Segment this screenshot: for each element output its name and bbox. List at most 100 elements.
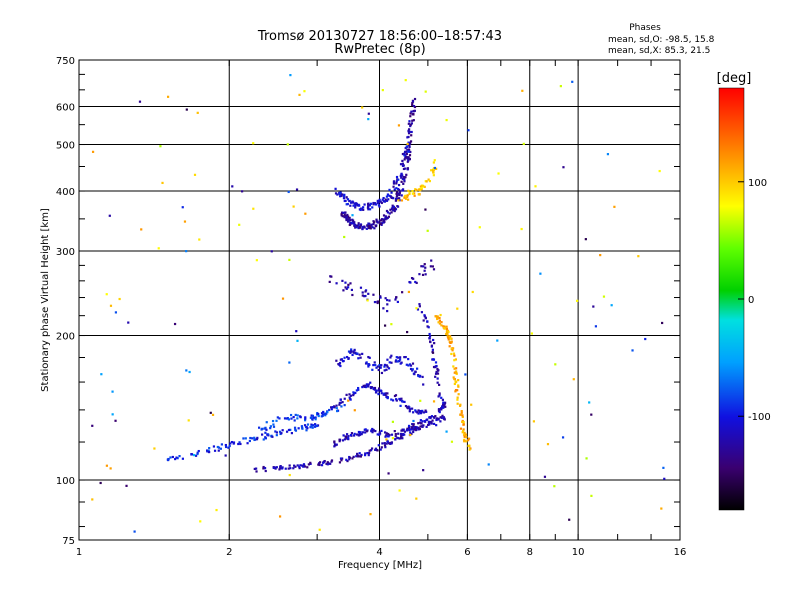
echo-point	[376, 301, 379, 305]
echo-point	[264, 437, 267, 440]
echo-point	[386, 211, 390, 214]
echo-point	[352, 393, 355, 397]
echo-point	[397, 192, 401, 195]
echo-point	[288, 473, 291, 477]
echo-point	[354, 202, 358, 205]
echo-point	[346, 198, 350, 201]
echo-point	[399, 362, 402, 365]
echo-point	[400, 176, 403, 179]
echo-point	[403, 196, 406, 199]
echo-point	[385, 364, 388, 367]
echo-point	[438, 383, 441, 386]
echo-point	[530, 332, 533, 335]
echo-point	[395, 192, 398, 195]
echo-point	[436, 367, 439, 371]
echo-point	[394, 197, 398, 200]
echo-point	[251, 437, 254, 440]
echo-point	[442, 401, 445, 404]
echo-point	[407, 424, 411, 428]
echo-point	[341, 215, 344, 218]
echo-point	[395, 398, 398, 401]
echo-point	[185, 369, 188, 372]
echo-point	[407, 156, 410, 159]
echo-point	[445, 330, 449, 333]
echo-point	[455, 370, 458, 373]
echo-point	[187, 419, 190, 422]
echo-point	[361, 106, 364, 109]
echo-point	[379, 366, 382, 369]
echo-point	[418, 427, 421, 431]
echo-point	[382, 200, 385, 203]
echo-point	[322, 461, 325, 464]
echo-point	[410, 110, 413, 113]
echo-point	[381, 222, 384, 225]
echo-point	[274, 430, 277, 433]
echo-point	[584, 238, 587, 241]
echo-point	[412, 411, 415, 414]
echo-point	[353, 221, 356, 224]
echo-point	[288, 258, 291, 262]
echo-point	[297, 427, 300, 430]
echo-point	[265, 421, 268, 424]
echo-point	[412, 113, 415, 116]
echo-point	[171, 455, 174, 459]
echo-point	[363, 225, 366, 228]
echo-point	[311, 424, 315, 427]
echo-point	[406, 157, 409, 160]
echo-point	[431, 265, 434, 268]
echo-point	[437, 395, 440, 398]
stats-heading: Phases	[629, 23, 661, 33]
echo-point	[417, 428, 420, 431]
echo-point	[304, 416, 307, 419]
echo-point	[371, 427, 374, 431]
echo-point	[91, 150, 95, 153]
echo-point	[303, 465, 307, 468]
echo-point	[355, 224, 358, 227]
echo-point	[395, 195, 398, 198]
echo-point	[314, 416, 317, 419]
echo-point	[212, 445, 216, 448]
echo-point	[368, 226, 372, 230]
echo-point	[369, 381, 372, 384]
echo-point	[396, 191, 399, 194]
echo-point	[345, 216, 348, 220]
echo-point	[406, 194, 409, 197]
echo-point	[585, 457, 588, 460]
echo-point	[414, 370, 417, 373]
echo-point	[274, 467, 277, 470]
echo-point	[379, 219, 382, 222]
echo-point	[379, 296, 382, 299]
echo-point	[348, 396, 351, 399]
echo-point	[407, 198, 410, 201]
echo-point	[238, 441, 241, 444]
echo-point	[440, 407, 443, 410]
echo-point	[403, 152, 406, 155]
echo-point	[374, 224, 377, 227]
echo-point	[407, 426, 411, 429]
echo-point	[390, 191, 393, 194]
echo-point	[343, 213, 346, 216]
echo-point	[398, 190, 402, 193]
echo-point	[306, 466, 309, 469]
echo-point	[352, 219, 355, 222]
echo-point	[435, 417, 439, 420]
echo-point	[385, 199, 389, 202]
echo-point	[398, 193, 401, 197]
echo-point	[255, 470, 258, 473]
echo-point	[520, 227, 523, 231]
echo-point	[237, 442, 240, 446]
echo-point	[404, 147, 407, 150]
echo-point	[410, 134, 413, 137]
echo-point	[588, 401, 591, 404]
echo-point	[372, 363, 375, 367]
echo-point	[378, 205, 381, 208]
echo-point	[401, 159, 404, 163]
echo-point	[314, 423, 317, 426]
echo-point	[346, 202, 349, 206]
echo-point	[192, 454, 196, 457]
echo-point	[242, 437, 245, 440]
echo-point	[443, 325, 446, 328]
echo-point	[397, 432, 400, 435]
stats-line-o: mean, sd,O: -98.5, 15.8	[608, 35, 715, 45]
echo-point	[372, 203, 375, 206]
